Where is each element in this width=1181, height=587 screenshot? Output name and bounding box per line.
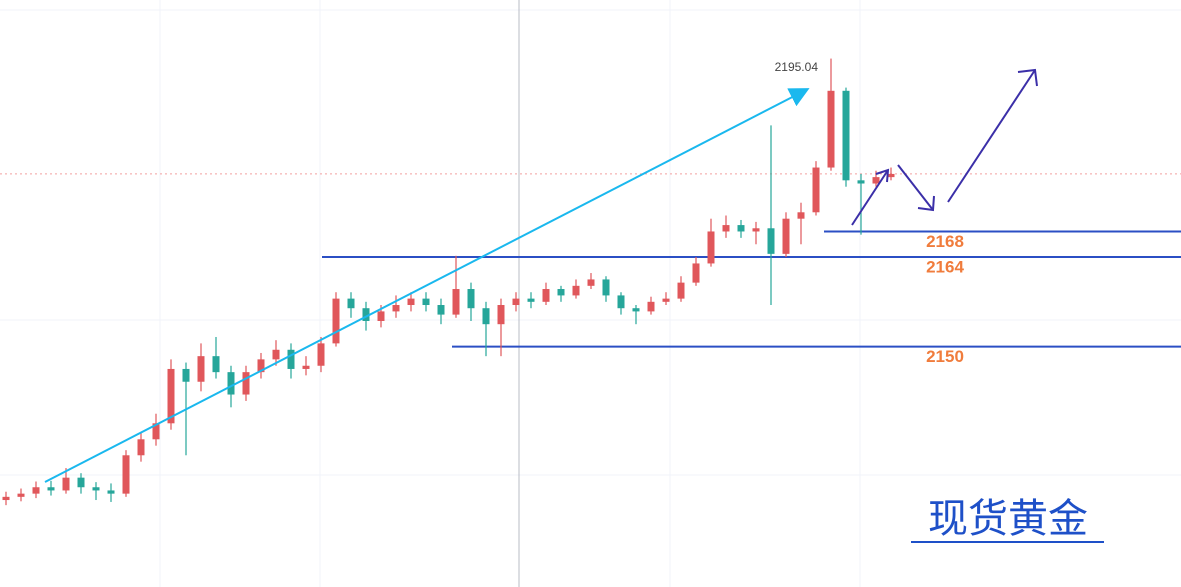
watermark: 现货黄金 (928, 496, 1088, 542)
candle-body (527, 298, 535, 302)
candle-body (317, 343, 325, 366)
candle-body (257, 359, 265, 373)
candle-body (287, 349, 295, 369)
candles (0, 58, 1181, 506)
candle-body (347, 298, 355, 309)
candle-body (407, 298, 415, 306)
candle-body (497, 305, 505, 325)
level-label: 2168 (926, 232, 964, 251)
candle-body (47, 487, 55, 491)
candle-body (422, 298, 430, 306)
candle-body (62, 477, 70, 491)
candle-body (197, 356, 205, 382)
candle-body (362, 308, 370, 321)
candle-body (767, 228, 775, 254)
candle-body (677, 282, 685, 299)
arrow (897, 164, 934, 211)
levels: 2168 2164 2150 (322, 230, 1181, 366)
candle-body (662, 298, 670, 302)
candle-body (692, 263, 700, 283)
candle-body (887, 173, 895, 178)
candle-body (227, 372, 235, 395)
forecast-arrows (851, 68, 1038, 226)
candle-body (557, 289, 565, 296)
candle-body (437, 305, 445, 315)
candle-body (2, 496, 10, 501)
candle-body (77, 477, 85, 488)
candle-body (302, 365, 310, 369)
candle-body (857, 180, 865, 184)
candle-body (482, 308, 490, 325)
trend-arrow (44, 88, 810, 483)
candle-body (152, 423, 160, 440)
candle-body (722, 225, 730, 232)
candle-body (617, 295, 625, 309)
arrow (851, 169, 889, 226)
candle-body (32, 487, 40, 494)
candle-body (872, 177, 880, 184)
candle-body (212, 356, 220, 373)
candle-body (737, 225, 745, 232)
arrow-head (1017, 68, 1038, 87)
candle-body (17, 493, 25, 497)
candle-body (602, 279, 610, 296)
candle-body (377, 311, 385, 321)
candle-body (272, 349, 280, 360)
candle-body (542, 289, 550, 302)
candle-body (797, 212, 805, 219)
candle-body (782, 218, 790, 254)
candle-body (242, 372, 250, 395)
level-label: 2164 (926, 258, 964, 277)
candle-body (647, 301, 655, 312)
candle-body (752, 228, 760, 232)
candle-body (707, 231, 715, 264)
candle-body (92, 487, 100, 491)
candle-body (632, 308, 640, 312)
candle-body (167, 368, 175, 424)
candle-body (467, 289, 475, 309)
candle-body (452, 289, 460, 315)
high-label: 2195.04 (775, 60, 819, 74)
arrow-head (917, 195, 935, 212)
candle-body (512, 298, 520, 306)
candle-body (182, 368, 190, 382)
arrow (947, 69, 1036, 203)
arrow-head (875, 168, 890, 183)
candle-body (827, 90, 835, 168)
candle-body (572, 285, 580, 296)
candle-body (812, 167, 820, 213)
candle-body (332, 298, 340, 344)
candle-body (122, 455, 130, 494)
candle-body (107, 490, 115, 494)
candle-body (587, 279, 595, 286)
candle-body (392, 305, 400, 312)
candle-body (137, 439, 145, 456)
level-label: 2150 (926, 347, 964, 366)
candle-body (842, 90, 850, 181)
